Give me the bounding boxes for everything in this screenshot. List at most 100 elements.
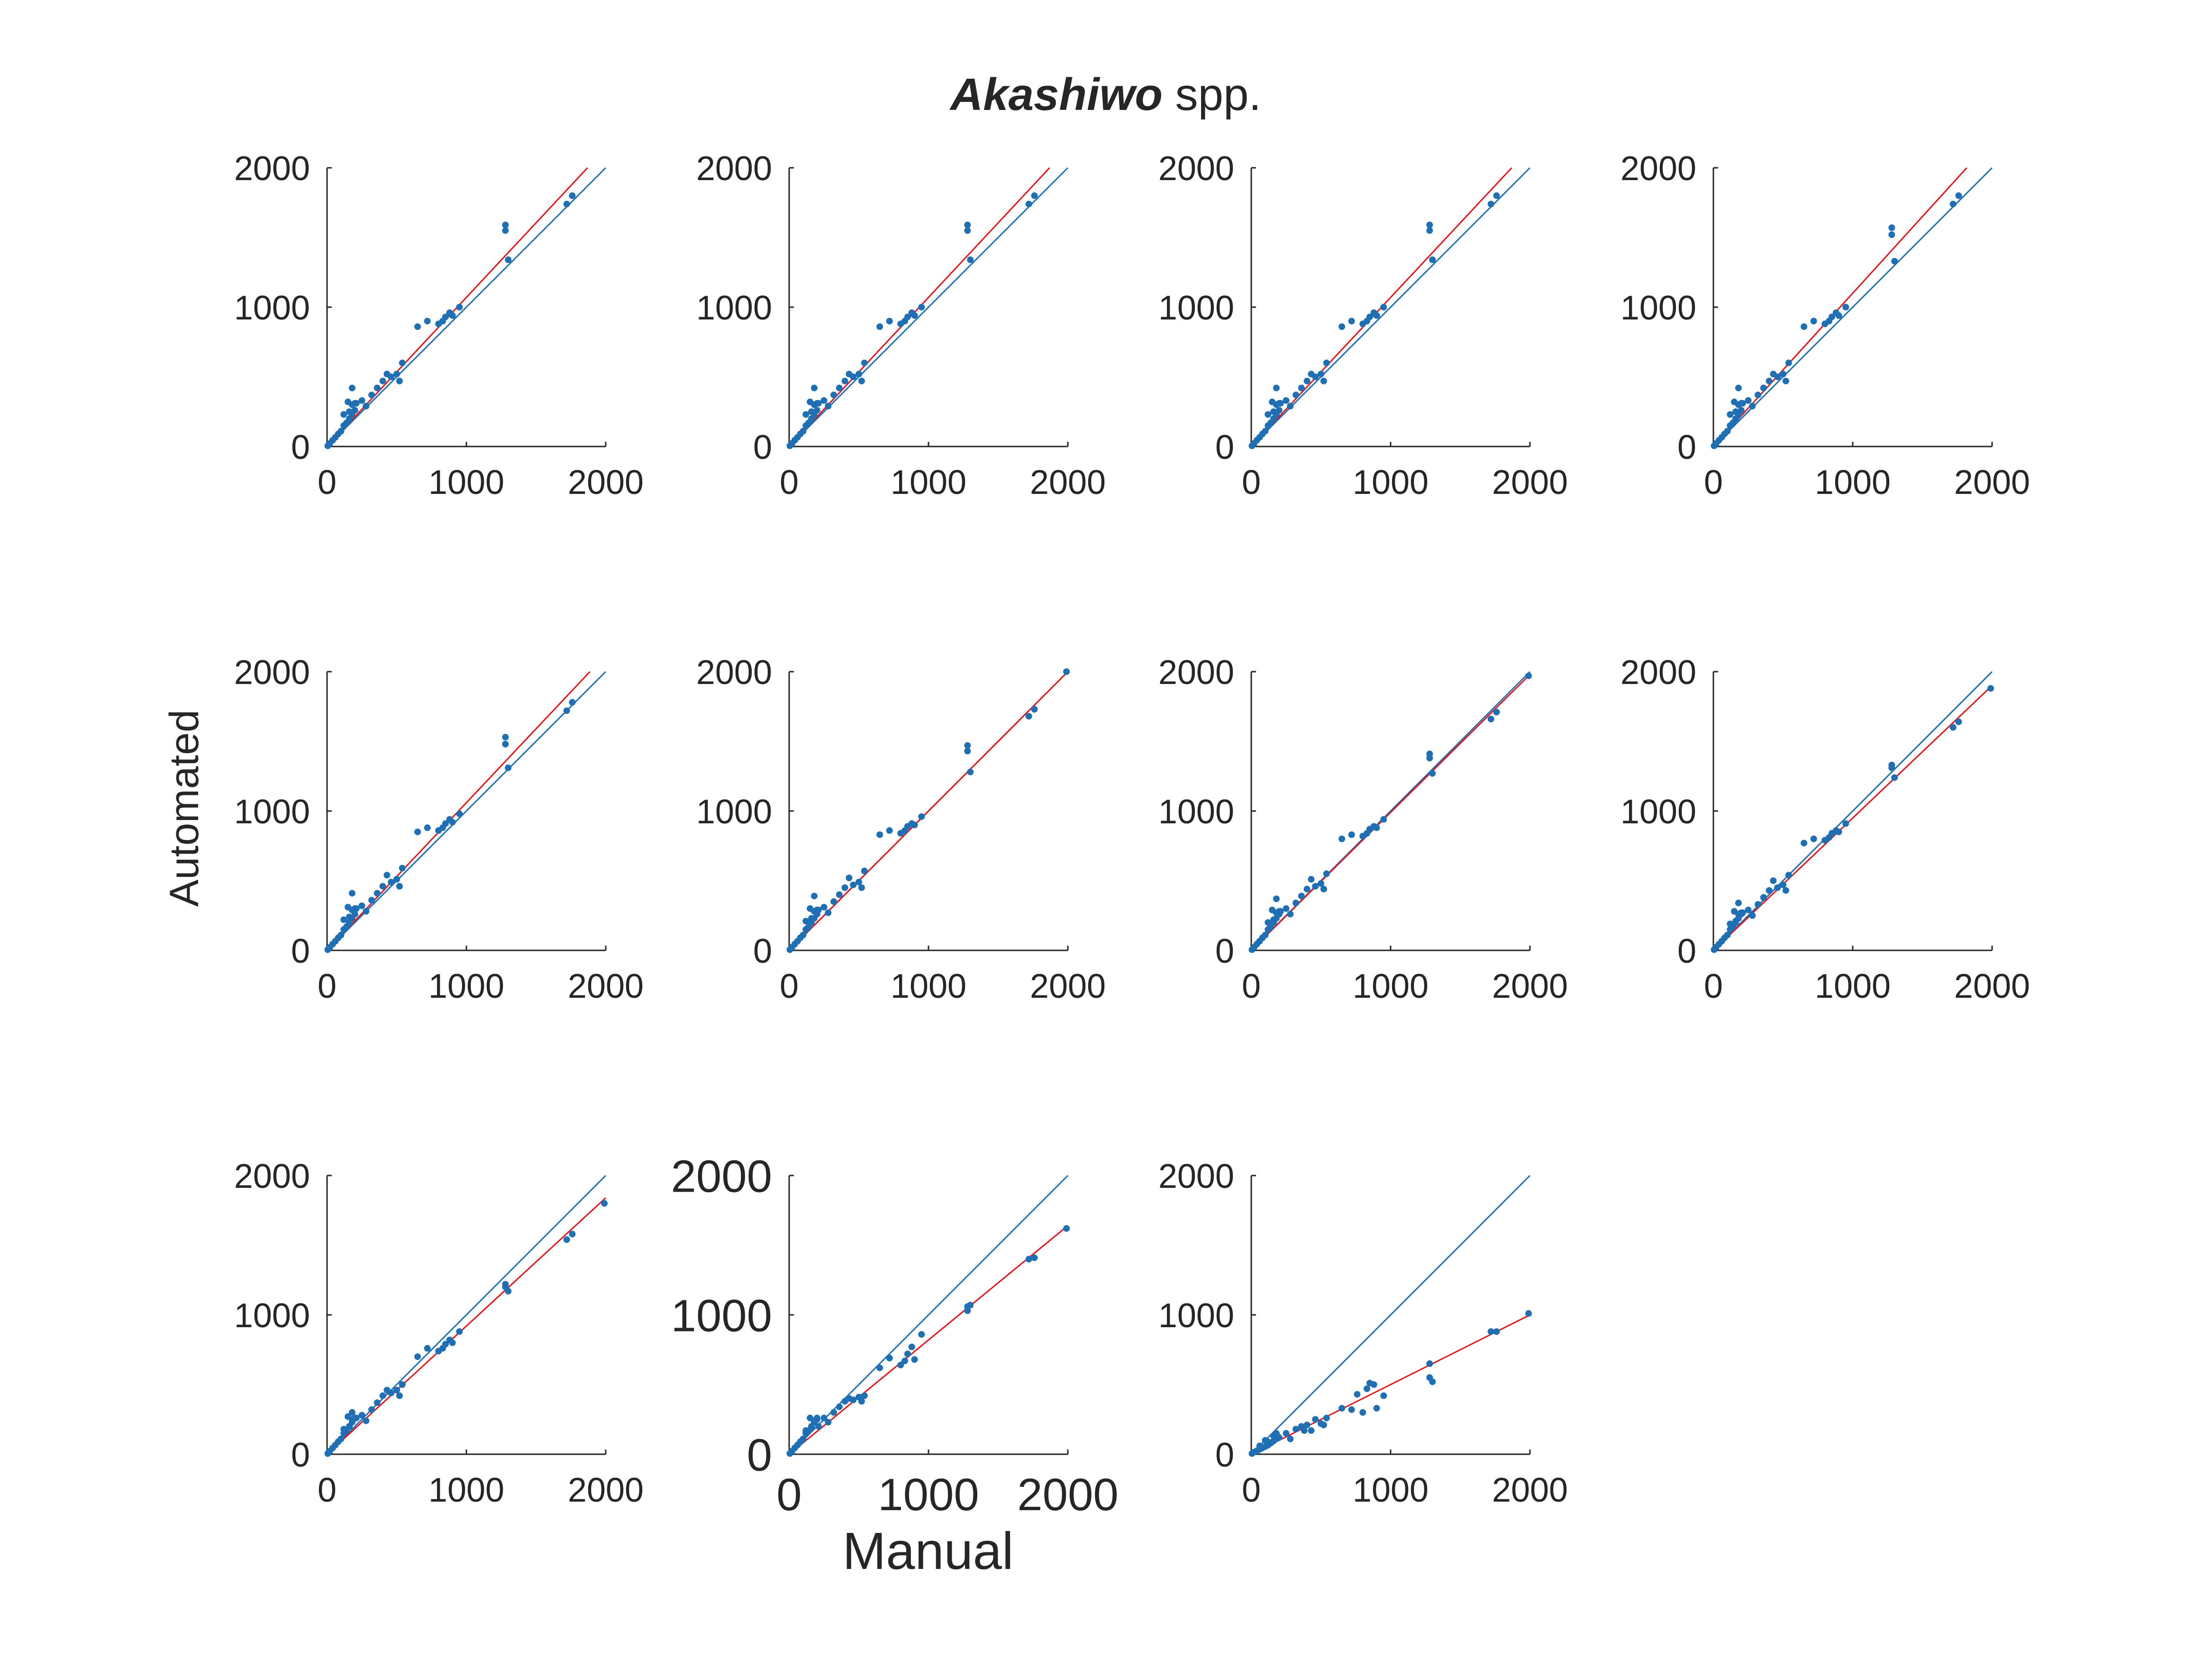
data-point: [1785, 872, 1792, 879]
y-tick-label: 2000: [1158, 150, 1234, 188]
data-point: [1273, 384, 1280, 392]
y-tick-label: 0: [747, 1430, 772, 1481]
data-point: [807, 398, 814, 405]
identity-line: [1712, 167, 1993, 447]
data-point: [1270, 916, 1277, 923]
y-tick-label: 2000: [234, 1158, 310, 1195]
data-point: [348, 1409, 355, 1416]
data-point: [1320, 1422, 1327, 1429]
y-tick-label: 1000: [696, 289, 772, 327]
data-point: [393, 371, 400, 378]
data-point: [1298, 893, 1305, 900]
data-point: [449, 312, 456, 319]
data-point: [1348, 1406, 1355, 1413]
panel-10: 0 1000 2000 0 1000 2000: [671, 1151, 1118, 1520]
x-tick-label: 2000: [1030, 464, 1106, 501]
data-point: [456, 810, 463, 817]
data-point: [1287, 911, 1294, 918]
identity-line: [326, 671, 607, 951]
x-tick-label: 0: [1242, 1471, 1261, 1509]
x-tick-label: 1000: [891, 967, 966, 1005]
data-point: [1888, 231, 1895, 238]
data-point: [802, 1427, 810, 1434]
data-point: [1801, 839, 1808, 847]
y-tick-label: 1000: [671, 1291, 772, 1341]
y-tick-label: 1000: [1158, 1297, 1234, 1335]
data-point: [1265, 411, 1272, 418]
x-tick-label: 1000: [1815, 464, 1891, 501]
data-point: [918, 1331, 925, 1338]
fit-line: [326, 1197, 607, 1455]
data-point: [345, 903, 352, 911]
data-point: [830, 1409, 837, 1416]
data-point: [1031, 1254, 1038, 1261]
data-point: [1262, 428, 1269, 435]
data-point: [502, 734, 509, 741]
data-point: [363, 908, 370, 915]
panel-11: 0 1000 2000 0 1000 2000: [1158, 1158, 1568, 1509]
x-tick-label: 2000: [1954, 464, 2030, 501]
data-point: [351, 407, 358, 414]
data-point: [502, 740, 509, 747]
data-point: [1364, 1385, 1371, 1392]
x-tick-label: 0: [318, 1471, 337, 1509]
identity-line: [1250, 167, 1531, 447]
data-point: [967, 1302, 974, 1309]
data-point: [449, 1339, 456, 1346]
data-point: [964, 227, 971, 234]
data-point: [1780, 881, 1786, 888]
x-tick-label: 1000: [891, 464, 966, 501]
data-point: [569, 1231, 576, 1238]
data-point: [1025, 713, 1032, 720]
data-point: [1338, 1404, 1346, 1412]
x-tick-label: 2000: [568, 464, 644, 501]
data-point: [1755, 901, 1762, 908]
data-point: [1275, 407, 1283, 414]
data-point: [1031, 192, 1038, 199]
y-tick-label: 1000: [234, 793, 310, 831]
data-point: [1287, 402, 1294, 410]
data-point: [908, 1343, 915, 1350]
data-point: [1810, 318, 1817, 325]
data-point: [1265, 919, 1272, 926]
data-point: [1525, 1310, 1532, 1317]
y-tick-label: 0: [291, 932, 310, 970]
y-tick-label: 2000: [671, 1151, 772, 1202]
data-point: [886, 1355, 893, 1362]
data-point: [340, 411, 347, 418]
data-point: [911, 312, 918, 319]
data-point: [1770, 877, 1777, 884]
data-point: [1745, 906, 1752, 913]
y-tick-label: 0: [1215, 932, 1234, 970]
y-tick-label: 2000: [696, 150, 772, 188]
data-point: [1262, 931, 1269, 939]
data-point: [1283, 397, 1290, 404]
data-point: [1732, 918, 1739, 925]
data-point: [858, 377, 865, 384]
data-point: [1738, 407, 1745, 414]
data-point: [363, 1417, 370, 1424]
data-point: [346, 1423, 353, 1430]
data-point: [1835, 312, 1842, 319]
data-point: [1766, 377, 1773, 384]
data-point: [353, 1414, 360, 1422]
data-point: [858, 1398, 865, 1405]
data-point: [800, 1435, 807, 1442]
data-point: [1487, 201, 1494, 208]
fit-line: [1712, 685, 1993, 951]
data-point: [1739, 909, 1746, 916]
x-tick-label: 2000: [568, 1471, 644, 1509]
data-point: [383, 872, 391, 879]
data-point: [1308, 1427, 1315, 1434]
data-point: [373, 1399, 381, 1406]
x-tick-label: 2000: [1492, 464, 1568, 501]
identity-line: [1712, 671, 1993, 951]
data-point: [1273, 1430, 1280, 1437]
data-point: [1735, 900, 1742, 907]
data-point: [1303, 885, 1311, 893]
x-tick-label: 2000: [1954, 967, 2030, 1005]
x-tick-label: 1000: [1353, 1471, 1429, 1509]
data-point: [379, 1392, 386, 1399]
data-point: [424, 1345, 431, 1352]
